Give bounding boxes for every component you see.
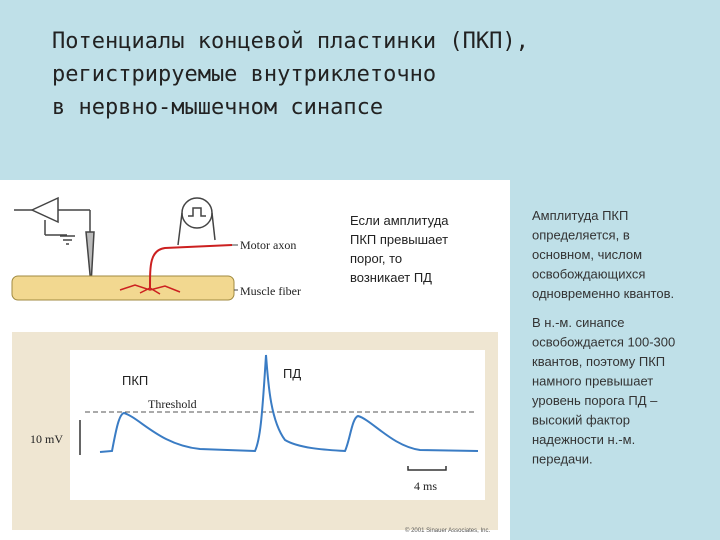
title-line: регистрируемые внутриклеточно <box>52 62 436 87</box>
side-line: передачи. <box>532 452 593 467</box>
figure-note: Если амплитуда ПКП превышает порог, то возн… <box>350 213 449 285</box>
motor-axon-label: Motor axon <box>240 238 296 252</box>
side-line: Амплитуда ПКП <box>532 208 628 223</box>
wire <box>211 212 216 241</box>
setup-diagram <box>14 196 216 286</box>
motor-axon <box>149 244 233 289</box>
ap-label: ПД <box>283 366 301 381</box>
note-line: ПКП превышает <box>350 232 448 247</box>
time-scale-label: 4 ms <box>414 479 437 493</box>
side-line: одновременно квантов. <box>532 286 674 301</box>
stimulator <box>181 197 213 229</box>
axon-terminals <box>119 284 181 295</box>
side-line: намного превышает <box>532 374 653 389</box>
note-line: Если амплитуда <box>350 213 449 228</box>
wire <box>177 212 183 246</box>
side-line: уровень порога ПД – <box>532 393 658 408</box>
copyright: © 2001 Sinauer Associates, Inc. <box>405 527 490 534</box>
electrode <box>85 231 95 286</box>
side-line: основном, числом <box>532 247 642 262</box>
side-line: В н.-м. синапсе <box>532 315 625 330</box>
side-line: освобождается 100-300 <box>532 335 675 350</box>
epp-label: ПКП <box>122 373 148 388</box>
voltage-scale-label: 10 mV <box>30 432 63 446</box>
side-line: высокий фактор <box>532 413 630 428</box>
title: Потенциалы концевой пластинки (ПКП), реги… <box>52 29 529 120</box>
title-line: в нервно-мышечном синапсе <box>52 95 383 120</box>
side-line: определяется, в <box>532 228 630 243</box>
muscle-fiber <box>11 275 235 301</box>
note-line: возникает ПД <box>350 270 432 285</box>
time-scale-bar <box>407 466 447 471</box>
title-line: Потенциалы концевой пластинки (ПКП), <box>52 29 529 54</box>
side-line: квантов, поэтому ПКП <box>532 354 665 369</box>
muscle-fiber-label: Muscle fiber <box>240 284 301 298</box>
side-paragraph: Амплитуда ПКП определяется, в основном, чи… <box>532 208 674 301</box>
pulse <box>188 207 206 217</box>
threshold-label: Threshold <box>148 397 197 411</box>
trace <box>99 354 479 453</box>
note-line: порог, то <box>350 251 402 266</box>
side-line: освобождающихся <box>532 267 645 282</box>
side-paragraph: В н.-м. синапсе освобождается 100-300 кван… <box>532 315 675 467</box>
side-line: надежности н.-м. <box>532 432 635 447</box>
